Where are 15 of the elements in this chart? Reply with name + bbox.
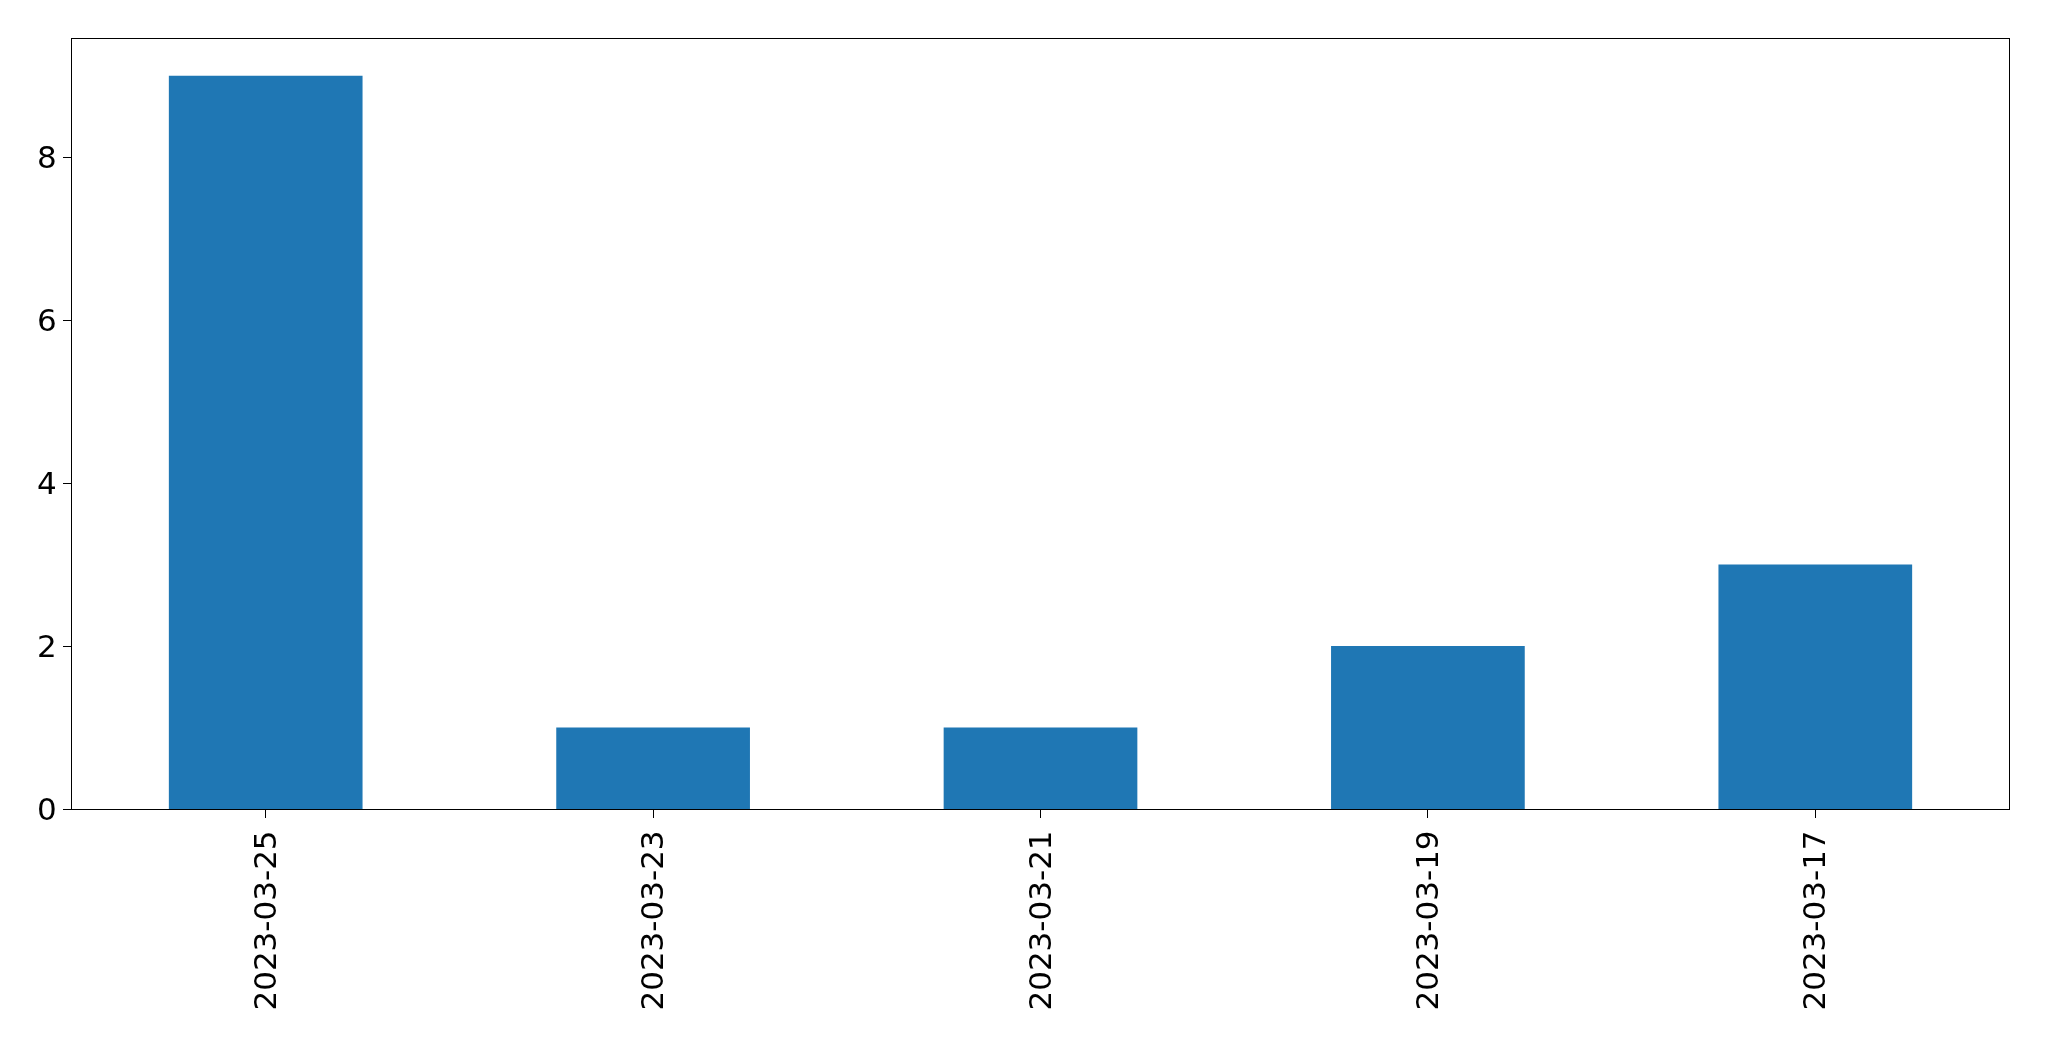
bar	[168, 75, 363, 809]
y-tick-label: 8	[37, 139, 57, 175]
x-tick-label: 2023-03-21	[1021, 830, 1058, 1011]
bar	[1331, 646, 1525, 809]
bar	[943, 727, 1138, 809]
x-tick-label: 2023-03-23	[634, 830, 671, 1011]
x-tick-label: 2023-03-17	[1796, 830, 1833, 1011]
bar	[1718, 564, 1913, 809]
x-tick-label: 2023-03-19	[1408, 830, 1445, 1011]
y-tick-label: 2	[37, 627, 57, 664]
y-tick-label: 6	[37, 301, 57, 338]
y-tick-label: 4	[37, 464, 57, 501]
bar	[556, 727, 750, 809]
x-tick-label: 2023-03-25	[246, 830, 283, 1011]
y-tick-label: 0	[37, 790, 57, 827]
